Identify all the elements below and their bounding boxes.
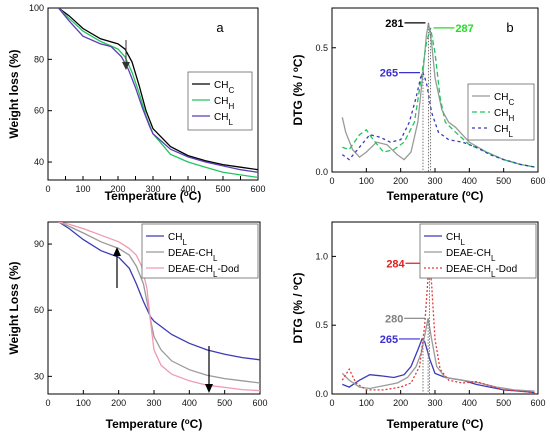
series-line-3 bbox=[341, 70, 535, 168]
y-tick-label: 80 bbox=[34, 54, 44, 64]
y-tick-label: 0.0 bbox=[315, 389, 328, 399]
x-tick-label: 100 bbox=[76, 398, 91, 408]
peak-annotation: 287 bbox=[455, 23, 473, 35]
legend bbox=[467, 83, 535, 141]
y-tick-label: 60 bbox=[34, 305, 44, 315]
x-tick-label: 500 bbox=[496, 176, 511, 186]
y-tick-label: 40 bbox=[34, 157, 44, 167]
y-tick-label: 90 bbox=[34, 239, 44, 249]
peak-annotation: 284 bbox=[386, 258, 405, 270]
legend-entry: CHL bbox=[168, 232, 187, 247]
x-tick-label: 300 bbox=[146, 398, 161, 408]
legend-entry: DEAE-CHL-Dod bbox=[446, 264, 517, 279]
x-tick-label: 400 bbox=[182, 398, 197, 408]
legend-entry: CHL bbox=[446, 232, 465, 247]
y-tick-label: 30 bbox=[34, 371, 44, 381]
legend-entry: DEAE-CHL bbox=[168, 248, 218, 263]
legend-entry: CHC bbox=[494, 92, 514, 107]
arrow-head bbox=[122, 62, 130, 70]
y-tick-label: 0.5 bbox=[315, 43, 328, 53]
x-tick-label: 500 bbox=[496, 398, 511, 408]
x-tick-label: 200 bbox=[393, 398, 408, 408]
x-tick-label: 100 bbox=[359, 398, 374, 408]
panel-d: 0 100 200 300 400 500 600 0.0 0.5 1.0 Temperature … bbox=[291, 221, 546, 432]
series-line-1 bbox=[58, 8, 258, 171]
y-axis-title: Weight loss (%) bbox=[7, 49, 21, 138]
panel-letter: b bbox=[506, 20, 513, 35]
legend-entry: CHC bbox=[214, 80, 234, 95]
x-tick-label: 200 bbox=[393, 176, 408, 186]
x-tick-label: 0 bbox=[45, 398, 50, 408]
x-tick-label: 200 bbox=[110, 184, 125, 194]
peak-annotation: 280 bbox=[385, 313, 403, 325]
y-axis-title: DTG (% / oC) bbox=[291, 55, 306, 126]
legend-entry: DEAE-CHL bbox=[446, 248, 496, 263]
x-tick-label: 400 bbox=[462, 398, 477, 408]
x-tick-label: 0 bbox=[329, 398, 334, 408]
series-line-2 bbox=[58, 8, 258, 179]
x-axis-title: Temperature (oC) bbox=[106, 417, 203, 432]
y-tick-label: 60 bbox=[34, 106, 44, 116]
legend-entry: CHH bbox=[494, 108, 514, 123]
x-tick-label: 300 bbox=[427, 398, 442, 408]
y-axis-title: Weight Loss (%) bbox=[7, 261, 21, 354]
x-tick-label: 100 bbox=[75, 184, 90, 194]
x-axis-title: Temperature (oC) bbox=[387, 189, 484, 204]
panel-b: 0 100 200 300 400 500 600 0.0 0.5 Temperature (oC… bbox=[291, 7, 546, 204]
legend-entry: CHL bbox=[214, 112, 233, 127]
panel-a: 0 100 200 300 400 500 600 40 60 80 100 Temperature … bbox=[7, 3, 266, 203]
panel-c: 0 100 200 300 400 500 600 30 60 90 Temperature (oC… bbox=[7, 221, 268, 432]
peak-annotation: 281 bbox=[385, 18, 403, 30]
legend bbox=[141, 223, 259, 279]
y-tick-label: 0.5 bbox=[315, 320, 328, 330]
legend bbox=[419, 223, 537, 279]
x-tick-label: 300 bbox=[145, 184, 160, 194]
series-line-3 bbox=[57, 8, 258, 173]
x-tick-label: 400 bbox=[180, 184, 195, 194]
legend-entry: CHL bbox=[494, 124, 513, 139]
y-tick-label: 1.0 bbox=[315, 251, 328, 261]
x-tick-label: 300 bbox=[427, 176, 442, 186]
x-tick-label: 600 bbox=[250, 184, 265, 194]
x-tick-label: 500 bbox=[217, 398, 232, 408]
panel-letter: a bbox=[216, 20, 224, 35]
x-tick-label: 100 bbox=[359, 176, 374, 186]
x-axis-title: Temperature (oC) bbox=[387, 417, 484, 432]
x-axis-title: Temperature (oC) bbox=[105, 189, 202, 204]
arrow-head bbox=[113, 247, 121, 256]
x-tick-label: 500 bbox=[215, 184, 230, 194]
y-tick-label: 100 bbox=[29, 3, 44, 13]
y-tick-label: 0.0 bbox=[315, 167, 328, 177]
legend-entry: CHH bbox=[214, 96, 234, 111]
legend-entry: DEAE-CHL-Dod bbox=[168, 264, 239, 279]
y-axis-title: DTG (% / oC) bbox=[291, 273, 306, 344]
peak-annotation: 265 bbox=[380, 68, 398, 80]
x-tick-label: 0 bbox=[45, 184, 50, 194]
x-tick-label: 400 bbox=[462, 176, 477, 186]
x-tick-label: 600 bbox=[530, 398, 545, 408]
legend bbox=[187, 71, 253, 131]
peak-annotation: 265 bbox=[380, 334, 398, 346]
x-tick-label: 600 bbox=[252, 398, 267, 408]
x-tick-label: 600 bbox=[530, 176, 545, 186]
x-tick-label: 200 bbox=[111, 398, 126, 408]
series-line-1 bbox=[58, 222, 260, 361]
arrow-head bbox=[205, 384, 213, 393]
x-tick-label: 0 bbox=[329, 176, 334, 186]
